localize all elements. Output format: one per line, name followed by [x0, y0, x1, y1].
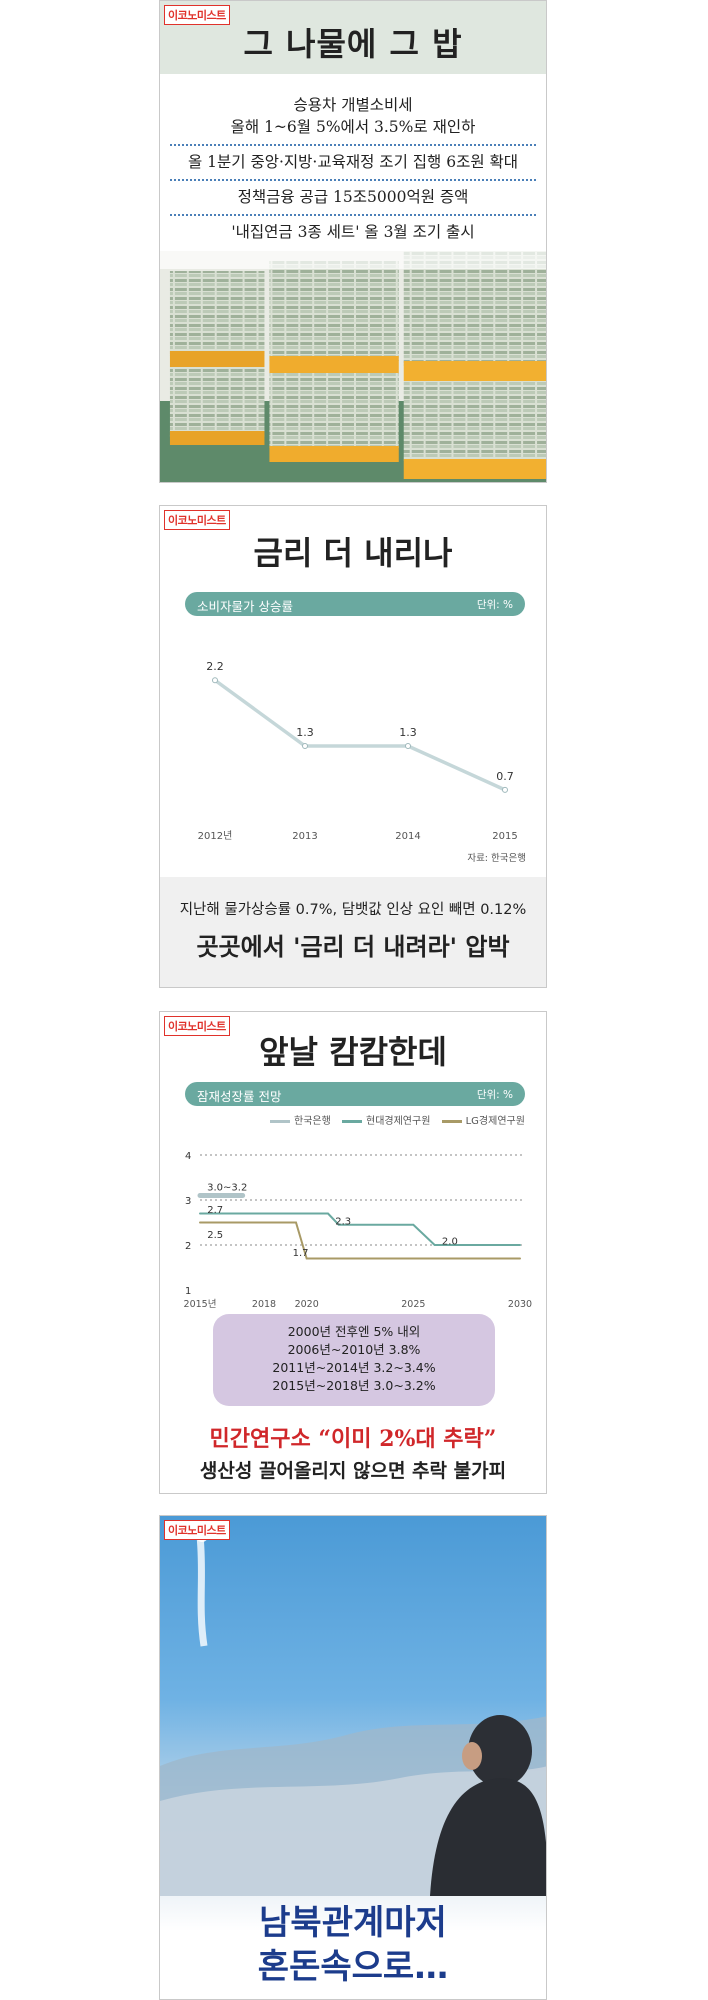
unit-label: 단위: %	[476, 599, 513, 611]
card-potential-growth: 이코노미스트 앞날 캄캄한데 잠재성장률 전망 단위: % 한국은행 현대경제연…	[159, 1011, 547, 1494]
bullet-line: '내집연금 3종 세트' 올 3월 조기 출시	[231, 223, 475, 241]
data-label: 2.7	[207, 1205, 223, 1216]
card-title: 그 나물에 그 밥	[243, 25, 463, 63]
history-line: 2006년~2010년 3.8%	[287, 1342, 421, 1357]
x-tick-label: 2015년	[184, 1299, 217, 1310]
x-tick-label: 2020	[295, 1299, 319, 1310]
policy-bullets: 승용차 개별소비세 올해 1~6월 5%에서 3.5%로 재인하 올 1분기 중…	[160, 89, 546, 249]
card-title: 앞날 캄캄한데	[259, 1033, 447, 1071]
legend-swatch	[342, 1119, 362, 1123]
brand-logo: 이코노미스트	[164, 1016, 230, 1036]
y-tick-label: 3	[185, 1196, 191, 1207]
legend-item: 한국은행	[270, 1116, 331, 1127]
footer-line-2: 곳곳에서 '금리 더 내려라' 압박	[196, 933, 510, 961]
data-label: 1.7	[293, 1248, 309, 1259]
y-tick-label: 2	[185, 1241, 191, 1252]
cpi-series-line	[213, 678, 506, 792]
legend-item: LG경제연구원	[441, 1116, 525, 1127]
x-tick-label: 2014	[395, 831, 420, 842]
data-label: 0.7	[496, 770, 514, 783]
headline-line-1: 남북관계마저	[259, 1903, 447, 1943]
data-label: 2.5	[207, 1230, 223, 1241]
growth-line-chart: 1 2 3 4 2015년 2018 2020 2025 2030 3.0~3.2 2.7 2.3 2.…	[184, 1151, 533, 1310]
headline: 남북관계마저 혼돈속으로…	[160, 1901, 546, 1989]
legend-label: LG경제연구원	[465, 1116, 525, 1127]
cpi-line-chart: 2.2 1.3 1.3 0.7 2012년 2013 2014 2015	[198, 660, 518, 842]
chart-title-pill: 소비자물가 상승률 단위: %	[185, 592, 525, 616]
headline-line-2: 혼돈속으로…	[257, 1947, 449, 1987]
y-tick-label: 1	[185, 1286, 191, 1297]
smoke-trail	[196, 1535, 208, 1647]
x-tick-label: 2012년	[198, 830, 233, 842]
chart-legend: 한국은행 현대경제연구원 LG경제연구원	[270, 1112, 533, 1127]
chart-title: 잠재성장률 전망	[197, 1089, 282, 1104]
history-line: 2015년~2018년 3.0~3.2%	[272, 1378, 436, 1393]
data-label: 1.3	[399, 726, 417, 739]
data-point	[302, 743, 308, 749]
data-label: 3.0~3.2	[207, 1183, 247, 1194]
data-label: 1.3	[296, 726, 314, 739]
person-silhouette	[430, 1715, 546, 1896]
footer-line-1: 지난해 물가상승률 0.7%, 담뱃값 인상 요인 빼면 0.12%	[179, 902, 527, 918]
legend-item: 현대경제연구원	[342, 1116, 430, 1127]
chart-title: 소비자물가 상승률	[197, 599, 293, 614]
history-line: 2011년~2014년 3.2~3.4%	[272, 1360, 436, 1375]
unit-label: 단위: %	[476, 1089, 513, 1101]
bullet-line: 승용차 개별소비세	[293, 96, 413, 114]
card-stimulus-package: 이코노미스트 그 나물에 그 밥 승용차 개별소비세 올해 1~6월 5%에서 …	[159, 0, 547, 483]
card-title: 금리 더 내리나	[253, 534, 453, 572]
x-tick-label: 2018	[252, 1299, 276, 1310]
source-label: 자료: 한국은행	[467, 853, 526, 864]
legend-swatch	[270, 1119, 290, 1123]
series-line	[199, 1212, 521, 1246]
sub-headline: 생산성 끌어올리지 않으면 추락 불가피	[199, 1460, 507, 1482]
bullet-line: 올 1분기 중앙·지방·교육재정 조기 집행 6조원 확대	[170, 146, 536, 181]
legend-label: 한국은행	[294, 1116, 331, 1127]
data-point	[502, 786, 508, 793]
card-cpi-chart: 이코노미스트 금리 더 내리나 소비자물가 상승률 단위: % 2.2 1.3 1.…	[159, 505, 547, 988]
brand-logo: 이코노미스트	[164, 510, 230, 530]
brand-logo: 이코노미스트	[164, 1520, 230, 1540]
legend-swatch	[441, 1119, 462, 1123]
history-box: 2000년 전후엔 5% 내외 2006년~2010년 3.8% 2011년~2…	[213, 1314, 495, 1406]
legend-label: 현대경제연구원	[366, 1116, 431, 1127]
data-label: 2.2	[206, 660, 224, 673]
card-inter-korean: 이코노미스트 남북관계마저 혼돈속으로…	[159, 1515, 547, 2000]
footer-band: 지난해 물가상승률 0.7%, 담뱃값 인상 요인 빼면 0.12% 곳곳에서 …	[160, 877, 546, 987]
bullet-line: 정책금융 공급 15조5000억원 증액	[170, 181, 536, 216]
y-tick-label: 4	[185, 1151, 191, 1162]
x-tick-label: 2030	[508, 1299, 532, 1310]
data-point	[212, 677, 218, 684]
data-point	[405, 743, 411, 749]
bullet-line: 올해 1~6월 5%에서 3.5%로 재인하	[170, 116, 536, 146]
red-headline: 민간연구소 “이미 2%대 추락”	[209, 1426, 497, 1452]
chart-title-pill: 잠재성장률 전망 단위: %	[185, 1082, 525, 1106]
x-tick-label: 2015	[492, 831, 517, 842]
brand-logo: 이코노미스트	[164, 5, 230, 25]
x-tick-label: 2025	[401, 1299, 425, 1310]
money-pallets-photo	[160, 251, 546, 482]
x-tick-label: 2013	[292, 831, 317, 842]
data-label: 2.0	[442, 1237, 458, 1248]
series-line	[199, 1221, 521, 1260]
missile-launch-photo	[160, 1530, 546, 1896]
data-label: 2.3	[335, 1216, 351, 1227]
history-line: 2000년 전후엔 5% 내외	[287, 1324, 421, 1339]
